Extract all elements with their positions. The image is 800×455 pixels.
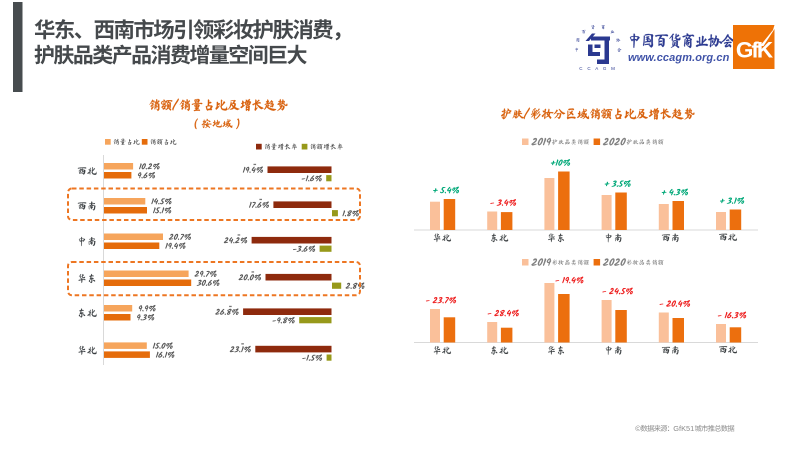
svg-text:GfK51: GfK51 [673, 424, 694, 433]
svg-text:www.ccagm.org.cn: www.ccagm.org.cn [628, 52, 730, 64]
svg-text:C C A G M: C C A G M [579, 66, 616, 71]
svg-text:GfK: GfK [736, 38, 774, 63]
